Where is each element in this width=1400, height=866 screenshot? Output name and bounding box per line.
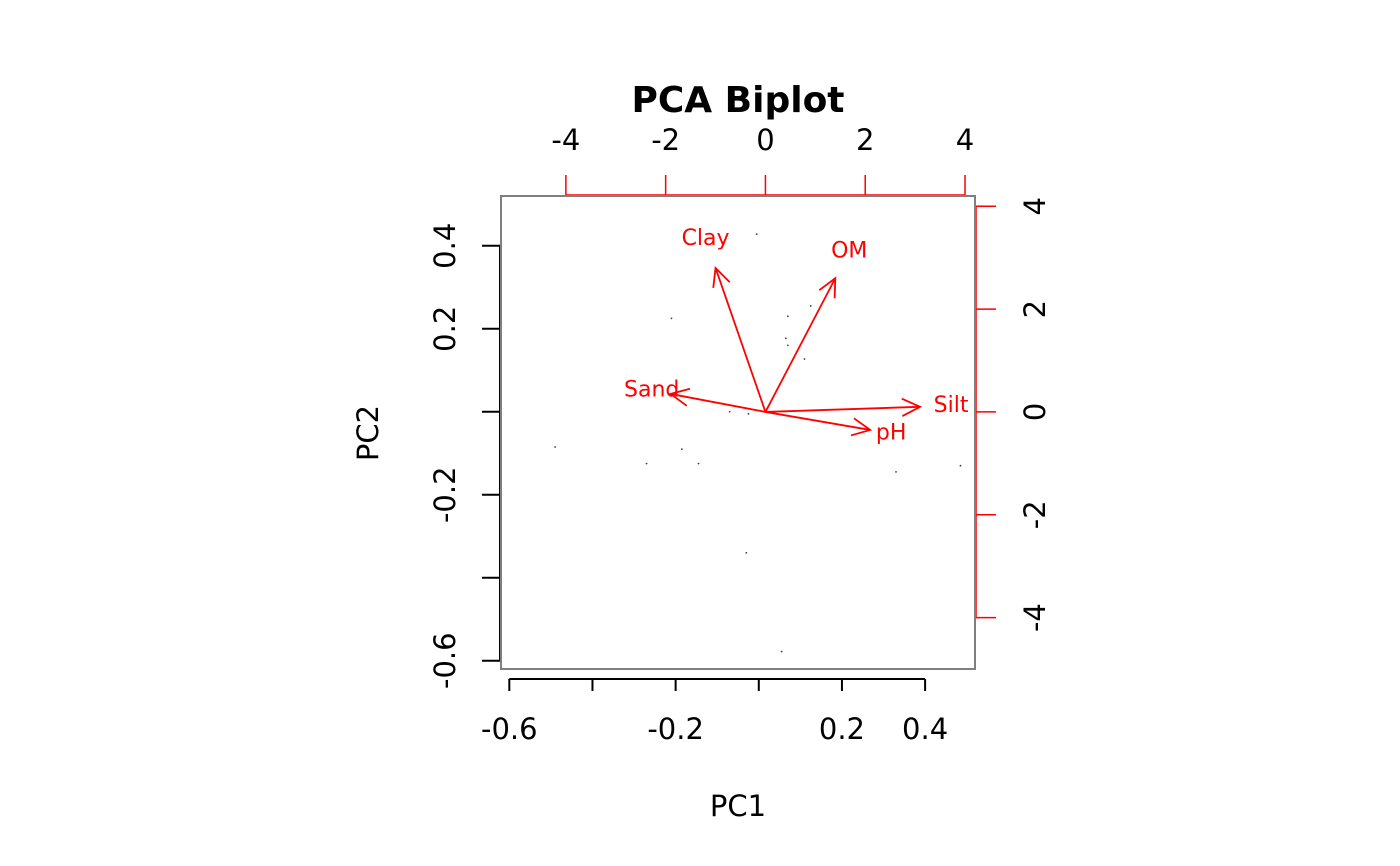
x-tick-label: -0.6: [481, 712, 538, 746]
top-tick-label: 4: [956, 123, 974, 157]
observation-point: [786, 344, 789, 347]
loadings-layer: Clay OM Sand Silt pH: [624, 226, 969, 445]
right-tick-label: -2: [1018, 500, 1052, 529]
loading-arrowhead-om: [818, 276, 837, 299]
loading-label-ph: pH: [876, 421, 907, 446]
observation-point: [554, 446, 556, 448]
observation-point: [747, 412, 750, 415]
y-tick-label: -0.2: [428, 466, 462, 523]
observation-point: [645, 462, 648, 465]
top-tick-label: -4: [551, 123, 580, 157]
loading-arrow-om: [764, 277, 837, 413]
y-tick-label: 0.4: [428, 223, 462, 269]
observation-point: [959, 464, 962, 467]
observation-point: [745, 551, 748, 554]
observation-point: [786, 315, 789, 318]
right-tick-label: 2: [1018, 300, 1052, 318]
observation-point: [680, 448, 683, 450]
chart-title: PCA Biplot: [631, 80, 844, 121]
observation-point: [784, 337, 787, 340]
observation-point: [755, 233, 758, 236]
loading-arrowhead-ph: [850, 417, 873, 437]
points-layer: [554, 233, 962, 653]
top-tick-label: 2: [856, 123, 874, 157]
loading-arrowhead-sand: [668, 387, 691, 407]
observation-point: [728, 410, 731, 413]
top-tick-label: 0: [756, 123, 774, 157]
observation-point: [780, 650, 783, 653]
observation-point: [670, 317, 673, 320]
loading-arrow-sand: [670, 393, 766, 413]
x-tick-label: 0.2: [819, 712, 865, 746]
y-tick-label: 0.2: [428, 306, 462, 352]
x-tick-label: -0.2: [647, 712, 704, 746]
observation-point: [809, 305, 812, 307]
right-tick-label: 4: [1018, 197, 1052, 215]
x-axis-label: PC1: [710, 789, 766, 823]
loading-label-clay: Clay: [682, 226, 730, 251]
loading-label-silt: Silt: [934, 393, 969, 418]
x-tick-label: 0.4: [902, 712, 948, 746]
loading-arrowhead-silt: [901, 397, 923, 417]
loading-arrow-silt: [765, 405, 921, 413]
observation-point: [895, 471, 897, 473]
top-tick-label: -2: [651, 123, 680, 157]
y-tick-label: -0.6: [428, 632, 462, 689]
loading-arrow-clay: [714, 267, 767, 413]
axes-layer: -0.6 -0.2 0.2 0.4 -0.6 -0.2 0.2 0.4 -4 -2 0 2 4 -4 -2 0…: [428, 123, 1052, 746]
loading-label-om: OM: [831, 239, 867, 264]
right-tick-label: 0: [1018, 403, 1052, 421]
loading-label-sand: Sand: [624, 377, 679, 402]
plot-area-box: [500, 195, 976, 670]
observation-point: [697, 462, 700, 465]
observation-point: [803, 358, 806, 360]
loading-arrowhead-clay: [712, 266, 731, 288]
y-axis-label: PC2: [351, 405, 385, 461]
loading-arrow-ph: [765, 411, 871, 431]
right-tick-label: -4: [1018, 603, 1052, 632]
